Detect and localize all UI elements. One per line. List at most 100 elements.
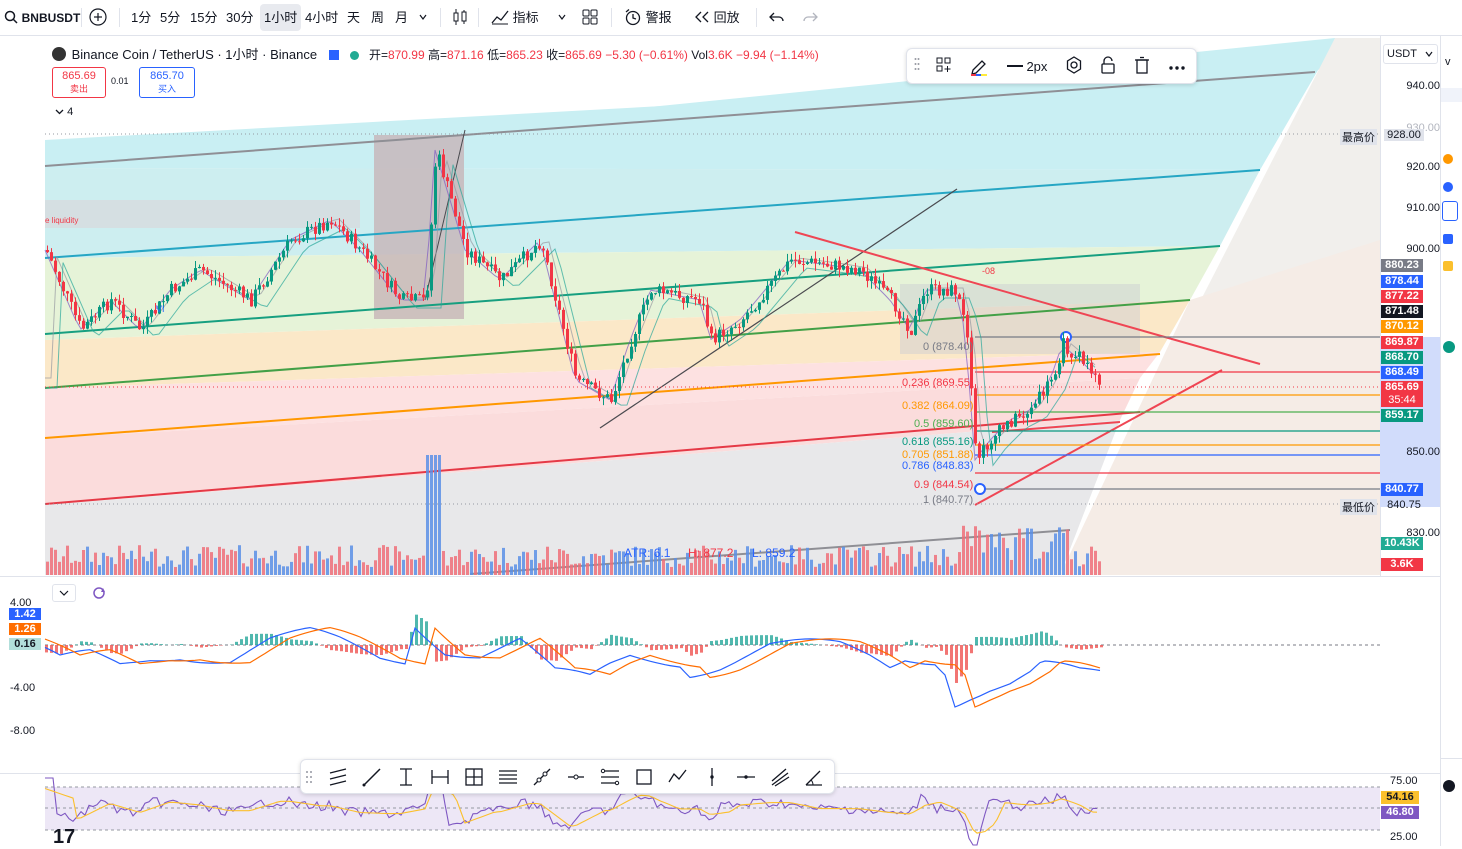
macd-histogram-bar <box>895 645 898 651</box>
volume-bar <box>274 551 277 575</box>
macd-histogram-bar <box>760 635 763 645</box>
interval-1h[interactable]: 1小时 <box>260 4 301 31</box>
interval-4h[interactable]: 4小时 <box>305 0 338 35</box>
add-symbol-button[interactable] <box>89 0 107 35</box>
undo-button[interactable] <box>769 0 785 35</box>
fib-retracement-icon[interactable] <box>497 766 519 788</box>
volume-bar <box>978 531 981 575</box>
alert-button[interactable]: 警报 <box>624 0 672 35</box>
macd-histogram-bar <box>1020 636 1023 645</box>
more-horizontal-icon <box>1168 65 1186 71</box>
line-color-button[interactable] <box>967 56 991 76</box>
macd-histogram-bar <box>680 645 683 648</box>
horizontal-ray-icon[interactable] <box>565 766 587 788</box>
redo-button[interactable] <box>802 0 818 35</box>
pitchfork-icon[interactable] <box>769 766 791 788</box>
refresh-icon[interactable] <box>92 586 106 603</box>
vertical-measure-icon[interactable] <box>395 766 417 788</box>
volume-bar <box>1078 566 1081 575</box>
panel-row[interactable] <box>1441 88 1462 102</box>
interval-week[interactable]: 周 <box>371 0 384 35</box>
fib-channel-icon[interactable] <box>599 766 621 788</box>
volume-bar <box>110 557 113 575</box>
path-icon[interactable] <box>667 766 689 788</box>
macd-pane[interactable] <box>0 577 1440 773</box>
interval-1m[interactable]: 1分 <box>131 0 151 35</box>
macd-histogram-bar <box>90 642 93 645</box>
chevron-down-icon[interactable]: v <box>1445 56 1451 68</box>
template-button[interactable] <box>933 56 955 76</box>
parallel-channel-icon[interactable] <box>327 766 349 788</box>
volume-bar <box>302 562 305 575</box>
candle <box>890 290 893 293</box>
candlestick-icon <box>452 8 468 26</box>
volume-bar <box>242 563 245 575</box>
sell-button[interactable]: 865.69 卖出 <box>52 67 106 98</box>
trend-line-icon[interactable] <box>361 766 383 788</box>
price-tag: 871.48 <box>1381 305 1423 318</box>
macd-histogram-bar <box>200 645 203 648</box>
watchlist-selected[interactable] <box>1442 201 1458 221</box>
interval-day[interactable]: 天 <box>347 0 360 35</box>
indicators-dropdown[interactable] <box>557 0 567 35</box>
candle <box>670 290 673 292</box>
macd-histogram-bar <box>565 645 568 654</box>
volume-bar <box>918 552 921 575</box>
legend-title[interactable]: Binance Coin / TetherUS · 1小时 · Binance <box>72 44 317 63</box>
more-button[interactable] <box>1165 56 1189 76</box>
watchlist-icon[interactable] <box>1443 341 1455 353</box>
replay-button[interactable]: 回放 <box>694 0 740 35</box>
candle <box>322 223 325 231</box>
watchlist-icon[interactable] <box>1443 780 1455 792</box>
currency-label: USDT <box>1387 48 1417 60</box>
interval-5m[interactable]: 5分 <box>160 0 180 35</box>
candle <box>946 289 949 296</box>
volume-bar <box>182 550 185 575</box>
delete-button[interactable] <box>1131 56 1153 76</box>
currency-select[interactable]: USDT <box>1383 44 1438 64</box>
watchlist-icon[interactable] <box>1443 234 1453 244</box>
macd-histogram-bar <box>720 640 723 645</box>
drag-handle-icon[interactable] <box>913 56 921 76</box>
macd-histogram-bar <box>120 645 123 654</box>
rectangle-icon[interactable] <box>633 766 655 788</box>
line-width-button[interactable]: 2px <box>1003 56 1051 76</box>
volume-bar <box>1046 552 1049 575</box>
interval-month[interactable]: 月 <box>395 0 408 35</box>
ray-icon[interactable] <box>531 766 553 788</box>
horizontal-line-icon[interactable] <box>735 766 757 788</box>
chart-type-button[interactable] <box>452 0 468 35</box>
candle <box>622 363 625 378</box>
volume-bar <box>446 566 449 575</box>
price-chart[interactable] <box>0 36 1440 576</box>
vertical-line-icon[interactable] <box>701 766 723 788</box>
volume-bar <box>194 565 197 575</box>
volume-bar <box>538 563 541 575</box>
interval-15m[interactable]: 15分 <box>190 0 217 35</box>
candle <box>906 319 909 331</box>
date-price-range-icon[interactable] <box>463 766 485 788</box>
date-range-icon[interactable] <box>429 766 451 788</box>
watchlist-icon[interactable] <box>1443 182 1453 192</box>
layout-button[interactable] <box>582 0 598 35</box>
indicators-collapse[interactable]: 4 <box>52 105 80 120</box>
interval-30m[interactable]: 30分 <box>226 0 253 35</box>
macd-collapse-button[interactable] <box>52 584 76 602</box>
indicators-button[interactable]: 指标 <box>491 0 539 35</box>
macd-histogram-bar <box>640 644 643 645</box>
drag-handle-icon[interactable] <box>305 766 315 788</box>
watchlist-icon[interactable] <box>1443 154 1453 164</box>
volume-bar <box>858 548 861 575</box>
volume-bar <box>590 554 593 575</box>
buy-button[interactable]: 865.70 买入 <box>139 67 195 98</box>
lock-button[interactable] <box>1097 56 1119 76</box>
price-tag: 840.77 <box>1381 483 1423 496</box>
interval-dropdown[interactable] <box>418 0 428 35</box>
volume-bar <box>322 560 325 575</box>
symbol-search[interactable]: BNBUSDT <box>4 0 80 35</box>
angle-icon[interactable] <box>803 766 825 788</box>
settings-button[interactable] <box>1063 56 1085 76</box>
volume-bar <box>866 550 869 575</box>
candle <box>1022 416 1025 417</box>
watchlist-icon[interactable] <box>1443 261 1453 271</box>
